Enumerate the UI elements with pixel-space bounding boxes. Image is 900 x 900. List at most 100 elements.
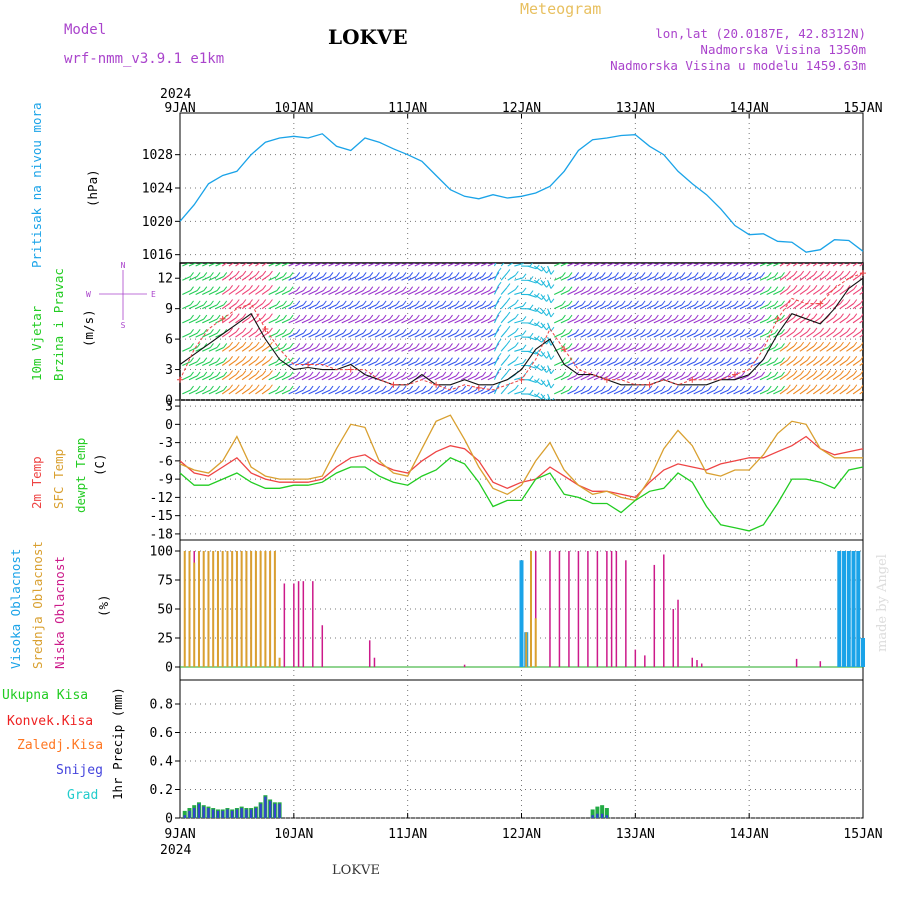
wind-barb	[301, 332, 311, 338]
wind-barb	[281, 389, 291, 395]
wind-barb-flag	[362, 314, 367, 320]
wind-barb	[786, 359, 795, 366]
wind-barb	[660, 375, 669, 381]
wind-barb	[852, 359, 861, 366]
wind-barb	[235, 263, 241, 267]
gust-marker	[689, 376, 696, 383]
wind-barb-flag	[242, 384, 247, 390]
wind-barb	[766, 318, 776, 324]
wind-barb	[447, 290, 457, 295]
wind-barb-flag	[236, 257, 239, 261]
wind-barb	[275, 375, 284, 381]
wind-barb	[241, 331, 250, 338]
temp-dewpt-line	[179, 457, 864, 532]
wind-barb	[493, 314, 499, 324]
wind-barb-flag	[382, 328, 387, 334]
wind-barb	[686, 375, 696, 381]
wind-barb	[726, 275, 736, 281]
wind-barb	[753, 263, 762, 267]
wind-barb-flag	[596, 258, 599, 262]
wind-barb-flag	[216, 371, 221, 377]
wind-barb	[394, 389, 404, 395]
wind-barb	[441, 263, 450, 267]
wind-barb	[746, 275, 756, 281]
wind-barb-flag	[303, 385, 307, 391]
wind-barb	[394, 290, 404, 295]
wind-barb-flag	[846, 284, 851, 290]
wind-barb	[275, 290, 284, 295]
wind-barb-flag	[661, 272, 666, 277]
wind-barb-flag	[322, 343, 327, 348]
wind-barb	[195, 263, 204, 267]
wind-barb	[208, 318, 218, 324]
wind-barb-flag	[309, 272, 314, 277]
wind-barb-flag	[721, 328, 726, 334]
wind-barb-flag	[522, 330, 527, 335]
cloud-mid-bar	[250, 551, 253, 667]
wind-barb	[799, 303, 808, 310]
wind-barb-flag	[621, 314, 626, 320]
wind-barb	[720, 361, 729, 366]
wind-barb	[720, 304, 729, 310]
precip-label-grad: Grad	[67, 788, 98, 803]
wind-barb	[394, 332, 404, 338]
wind-barb	[640, 332, 649, 338]
wind-barb	[773, 375, 782, 381]
gust-marker	[774, 315, 781, 322]
wind-barb-flag	[349, 371, 354, 377]
wind-barb-flag	[316, 385, 321, 391]
wind-barb	[553, 275, 563, 281]
wind-barb-flag	[550, 284, 555, 289]
wind-barb-flag	[867, 385, 870, 389]
wind-barb-flag	[243, 257, 246, 261]
wind-barb	[188, 346, 198, 352]
wind-barb-flag	[283, 286, 287, 291]
wind-barb-flag	[191, 258, 194, 262]
wind-barb	[434, 275, 444, 281]
wind-barb-flag	[747, 328, 752, 334]
wind-barb-flag	[681, 286, 686, 291]
wind-barb	[295, 275, 304, 281]
wind-barb	[474, 275, 483, 281]
wind-barb-flag	[615, 385, 619, 391]
wind-barb	[812, 331, 821, 338]
compass-west: W	[86, 290, 91, 299]
wind-barb	[281, 290, 291, 295]
wind-barb	[733, 361, 742, 366]
wind-barb-flag	[681, 357, 686, 362]
wind-barb	[188, 275, 198, 281]
temp-ytick-label: -3	[157, 436, 173, 451]
wind-barb	[461, 332, 470, 338]
wind-barb-flag	[621, 272, 626, 277]
wind-barb-flag	[297, 258, 300, 262]
wind-barb	[580, 318, 590, 324]
wind-barb	[221, 303, 230, 310]
wind-barb-flag	[389, 343, 394, 348]
wind-barb-flag	[196, 371, 201, 377]
wind-barb	[321, 290, 331, 295]
wind-barb-flag	[276, 272, 281, 277]
wind-ytick-label: 9	[165, 302, 173, 317]
wind-barb	[447, 304, 457, 310]
wind-barb	[587, 389, 596, 395]
wind-barb	[487, 346, 497, 352]
wind-barb	[248, 288, 257, 295]
wind-barb	[560, 290, 570, 295]
wind-barb	[819, 359, 828, 366]
wind-barb	[414, 346, 424, 352]
wind-barb-flag	[561, 314, 566, 320]
wind-barb	[779, 345, 788, 352]
wind-barb	[493, 371, 499, 380]
cloud-mid-bar	[216, 551, 219, 667]
wind-barb	[381, 346, 390, 352]
wind-barb	[686, 290, 696, 295]
cloud-high-bar	[846, 551, 851, 667]
wind-barb	[454, 332, 464, 338]
wind-barb-flag	[283, 314, 287, 320]
temp-ytick-label: -18	[150, 527, 173, 542]
wind-barb	[640, 304, 649, 310]
wind-barb	[593, 346, 603, 352]
compass-east: E	[151, 290, 156, 299]
wind-barb-flag	[762, 258, 765, 262]
wind-barb-flag	[621, 371, 626, 377]
